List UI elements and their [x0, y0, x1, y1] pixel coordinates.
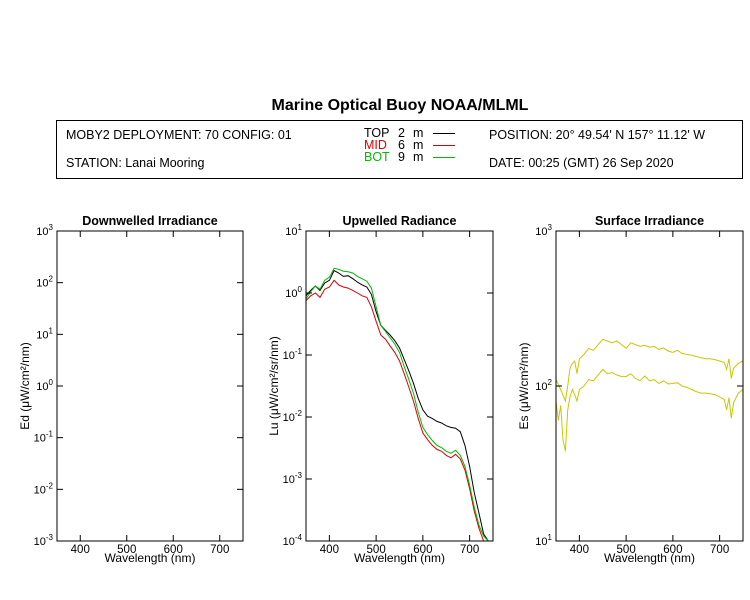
legend-mid-name: MID	[364, 138, 387, 152]
panel-title: Upwelled Radiance	[343, 214, 457, 228]
panel-2: Upwelled Radiance 400 500 600 700 Wavelength …	[267, 214, 494, 565]
chart-main-title: Marine Optical Buoy NOAA/MLML	[271, 97, 529, 114]
x-tick-label: 700	[460, 544, 479, 556]
x-tick-label: 500	[117, 544, 136, 556]
legend-top-unit: m	[413, 126, 424, 140]
y-axis-label: Lu (μW/cm²/sr/nm)	[267, 336, 281, 436]
x-tick-label: 400	[320, 544, 339, 556]
y-tick-label: 103	[535, 223, 552, 238]
y-tick-label: 10-4	[283, 533, 303, 548]
date-label: DATE: 00:25 (GMT) 26 Sep 2020	[489, 156, 674, 170]
position-label: POSITION: 20° 49.54' N 157° 11.12' W	[489, 128, 706, 142]
y-tick-label: 10-3	[34, 533, 54, 548]
x-tick-label: 400	[570, 544, 589, 556]
x-tick-label: 500	[367, 544, 386, 556]
legend-top-name: TOP	[364, 126, 390, 140]
panel-title: Surface Irradiance	[595, 214, 704, 228]
y-tick-label: 100	[36, 378, 53, 393]
y-tick-label: 103	[36, 223, 53, 238]
y-tick-label: 101	[535, 533, 552, 548]
legend-bot-name: BOT	[364, 150, 390, 164]
y-axis-label: Es (μW/cm²/nm)	[517, 343, 531, 430]
legend-bot-unit: m	[413, 150, 424, 164]
series-mid	[306, 279, 493, 541]
y-tick-label: 10-2	[34, 481, 54, 496]
legend-top-depth: 2	[398, 126, 405, 140]
x-tick-label: 700	[710, 544, 729, 556]
legend-top-line	[433, 133, 455, 134]
y-axis-label: Ed (μW/cm²/nm)	[18, 342, 32, 430]
legend-mid-line	[433, 145, 455, 146]
y-tick-label: 10-1	[34, 430, 54, 445]
x-tick-label: 600	[413, 544, 432, 556]
legend-mid-depth: 6	[398, 138, 405, 152]
panel-title: Downwelled Irradiance	[82, 214, 218, 228]
series-es-lower	[556, 368, 743, 452]
plot-frame	[56, 230, 244, 542]
series-es-upper	[556, 338, 743, 403]
y-tick-label: 102	[36, 275, 53, 290]
x-tick-label: 500	[617, 544, 636, 556]
legend-bot-depth: 9	[398, 150, 405, 164]
x-tick-label: 600	[164, 544, 183, 556]
y-tick-label: 10-3	[283, 471, 303, 486]
info-box: MOBY2 DEPLOYMENT: 70 CONFIG: 01 STATION:…	[56, 120, 743, 179]
x-tick-label: 700	[210, 544, 229, 556]
x-tick-label: 400	[71, 544, 90, 556]
y-tick-label: 100	[285, 285, 302, 300]
x-axis-label: Wavelength (nm)	[105, 551, 196, 565]
x-axis-label: Wavelength (nm)	[604, 551, 695, 565]
panel-3: Surface Irradiance 400 500 600 700 Wavelength…	[517, 214, 744, 565]
plot-frame	[305, 230, 494, 542]
x-tick-label: 600	[663, 544, 682, 556]
y-tick-label: 101	[36, 326, 53, 341]
x-axis-label: Wavelength (nm)	[354, 551, 445, 565]
legend-bot-line	[433, 157, 455, 158]
y-tick-label: 101	[285, 223, 302, 238]
deployment-label: MOBY2 DEPLOYMENT: 70 CONFIG: 01	[66, 128, 292, 142]
legend-mid-unit: m	[413, 138, 424, 152]
series-top	[306, 269, 493, 541]
y-tick-label: 102	[535, 378, 552, 393]
panel-1: Downwelled Irradiance 400 500 600 700 Wavelen…	[18, 214, 244, 565]
y-tick-label: 10-2	[283, 409, 303, 424]
station-label: STATION: Lanai Mooring	[66, 156, 205, 170]
series-bot	[306, 267, 493, 541]
y-tick-label: 10-1	[283, 347, 303, 362]
